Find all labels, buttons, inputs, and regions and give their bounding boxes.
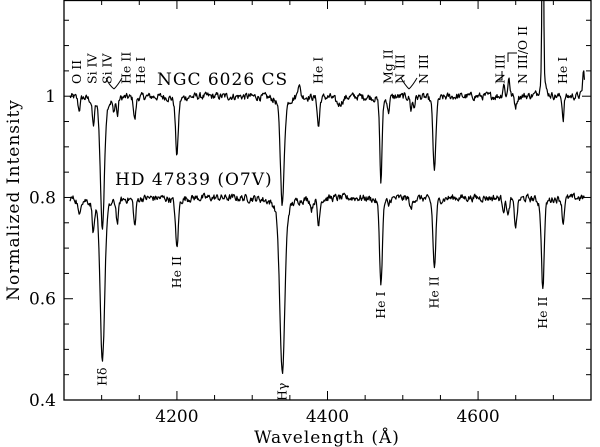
line-annotation: He II xyxy=(535,297,550,329)
line-annotation: N III/O II xyxy=(515,26,530,84)
line-annotation: He I xyxy=(555,57,570,84)
line-annotation: N III xyxy=(493,54,508,84)
line-annotation: He I xyxy=(133,57,148,84)
line-annotation: Si IV xyxy=(100,53,115,84)
axis-ticks: 4200 4400 4600 0.4 0.6 0.8 1 xyxy=(29,0,591,427)
bracket-marks xyxy=(105,52,517,90)
line-annotation: He I xyxy=(310,57,325,84)
spectrum-line-0 xyxy=(69,0,585,230)
line-annotation: Mg II xyxy=(380,49,395,84)
x-tick-label: 4200 xyxy=(155,407,198,427)
line-annotation: He II xyxy=(426,276,441,308)
series-label-hd47839: HD 47839 (O7V) xyxy=(115,170,273,190)
bracket-n3 xyxy=(497,71,503,81)
x-axis-title: Wavelength (Å) xyxy=(254,427,400,447)
x-tick-label: 4400 xyxy=(306,407,349,427)
bracket-si-he xyxy=(105,77,123,90)
y-axis-title: Normalized Intensity xyxy=(4,99,24,301)
y-tick-label: 1 xyxy=(45,87,56,107)
y-tick-label: 0.4 xyxy=(29,391,56,411)
line-annotation: Hδ xyxy=(94,367,109,385)
bracket-n3-pair xyxy=(400,77,418,90)
line-annotations: O II Si IV Si IV He II He I He I Mg IIN III N I… xyxy=(69,26,570,401)
line-annotation: He II xyxy=(169,256,184,288)
line-annotation: N III xyxy=(416,54,431,84)
y-tick-label: 0.8 xyxy=(29,188,56,208)
plot-frame xyxy=(63,0,592,401)
line-annotation: Si IV xyxy=(84,53,99,84)
line-annotation: Hγ xyxy=(274,383,289,401)
line-annotation: He II xyxy=(118,52,133,84)
y-tick-label: 0.6 xyxy=(29,290,56,310)
line-annotation: He I xyxy=(373,291,388,318)
spectra xyxy=(69,0,585,374)
bracket-n3-o2 xyxy=(507,52,517,62)
x-tick-label: 4600 xyxy=(456,407,499,427)
line-annotation: O II xyxy=(69,60,84,84)
spectrum-line-1 xyxy=(69,192,585,374)
series-label-ngc6026: NGC 6026 CS xyxy=(157,70,288,90)
line-annotation: N III xyxy=(393,54,408,84)
